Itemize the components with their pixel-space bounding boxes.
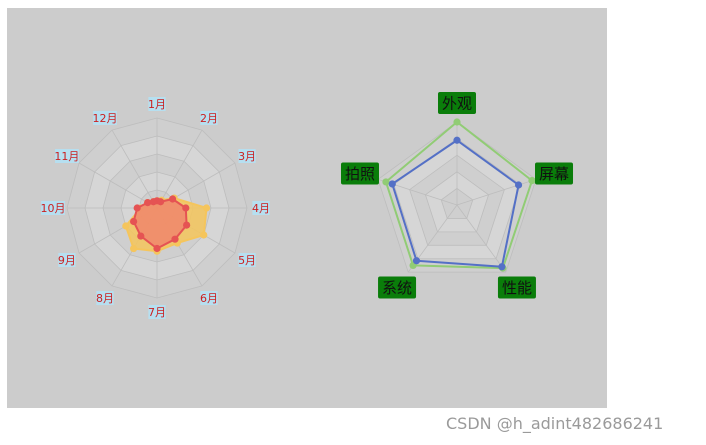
radar-data-point[interactable]: [153, 244, 161, 253]
month-label-background: [200, 291, 218, 306]
monthly-radar-chart: 1月 2月 3月 4月 5月 6月 7月 8月 9月 10月 11月 12月: [41, 97, 270, 319]
radar-data-point[interactable]: [453, 136, 461, 144]
radar-series-area[interactable]: [384, 121, 533, 270]
radar-data-point[interactable]: [137, 232, 145, 240]
radar-indicator-label: 11月: [54, 150, 79, 163]
month-label-background: [148, 305, 166, 319]
indicator-label-background: [497, 276, 536, 299]
radar-data-point[interactable]: [183, 221, 191, 229]
radar-indicator-label: 2月: [200, 112, 218, 125]
month-label-background: [238, 149, 256, 163]
radar-indicator-label: 5月: [238, 254, 256, 267]
radar-data-point[interactable]: [412, 257, 421, 265]
radar-data-point[interactable]: [149, 198, 157, 206]
radar-data-point[interactable]: [200, 231, 208, 239]
month-label-background: [93, 110, 117, 125]
radar-indicator-label: 4月: [252, 202, 270, 215]
watermark: CSDN @h_adint482686241: [446, 414, 664, 433]
radar-axis-line: [456, 204, 507, 273]
radar-data-point[interactable]: [498, 263, 506, 271]
radar-data-point[interactable]: [122, 222, 130, 230]
month-label-background: [238, 253, 256, 267]
radar-indicator-label: 10月: [41, 202, 66, 215]
radar-data-point[interactable]: [130, 244, 138, 253]
indicator-label-background: [535, 162, 574, 185]
month-label-background: [41, 201, 65, 215]
radar-axis-line: [78, 162, 158, 209]
radar-indicator-label: 外观: [442, 95, 472, 113]
month-label-background: [55, 149, 79, 163]
radar-indicator-label: 6月: [200, 292, 218, 305]
radar-indicator-label: 拍照: [345, 165, 375, 183]
chart-panel: 1月 2月 3月 4月 5月 6月 7月 8月 9月 10月 11月 12月 外观屏幕性能 系统 拍照: [7, 8, 607, 408]
indicator-label-background: [438, 92, 476, 114]
radar-data-point[interactable]: [528, 177, 536, 185]
radar-indicator-label: 9月: [58, 254, 76, 267]
radar-axis-line: [156, 129, 203, 209]
radar-indicator-label: 性能: [502, 279, 532, 297]
radar-axis-line: [111, 129, 158, 209]
indicator-label-background: [378, 276, 417, 299]
radar-data-point[interactable]: [157, 198, 165, 206]
month-label-background: [252, 201, 270, 215]
radar-data-point[interactable]: [202, 204, 211, 212]
radar-indicator-label: 屏幕: [539, 165, 569, 183]
radar-indicator-label: 1月: [148, 98, 166, 111]
radar-indicator-label: 系统: [382, 279, 412, 297]
month-label-background: [200, 110, 218, 125]
month-label-background: [58, 253, 76, 267]
indicator-label-background: [340, 162, 379, 185]
radar-data-point[interactable]: [514, 181, 523, 189]
radar-indicator-label: 12月: [93, 112, 118, 125]
month-label-background: [148, 97, 166, 111]
radar-indicator-label: 8月: [96, 292, 114, 305]
radar-indicator-label: 3月: [238, 150, 256, 163]
radar-data-point[interactable]: [453, 118, 461, 126]
radar-data-point[interactable]: [168, 195, 177, 203]
radar-axis-line: [456, 178, 537, 206]
radar-data-point[interactable]: [130, 217, 138, 226]
radar-indicator-label: 7月: [148, 306, 166, 319]
month-label-background: [96, 291, 114, 306]
radar-data-point[interactable]: [171, 235, 179, 243]
radar-data-point[interactable]: [144, 199, 152, 207]
radar-data-point[interactable]: [133, 204, 141, 212]
radar-series-area[interactable]: [391, 139, 520, 268]
radar-data-point[interactable]: [382, 178, 390, 186]
radar-data-point[interactable]: [388, 180, 396, 188]
radar-data-point[interactable]: [182, 204, 190, 212]
